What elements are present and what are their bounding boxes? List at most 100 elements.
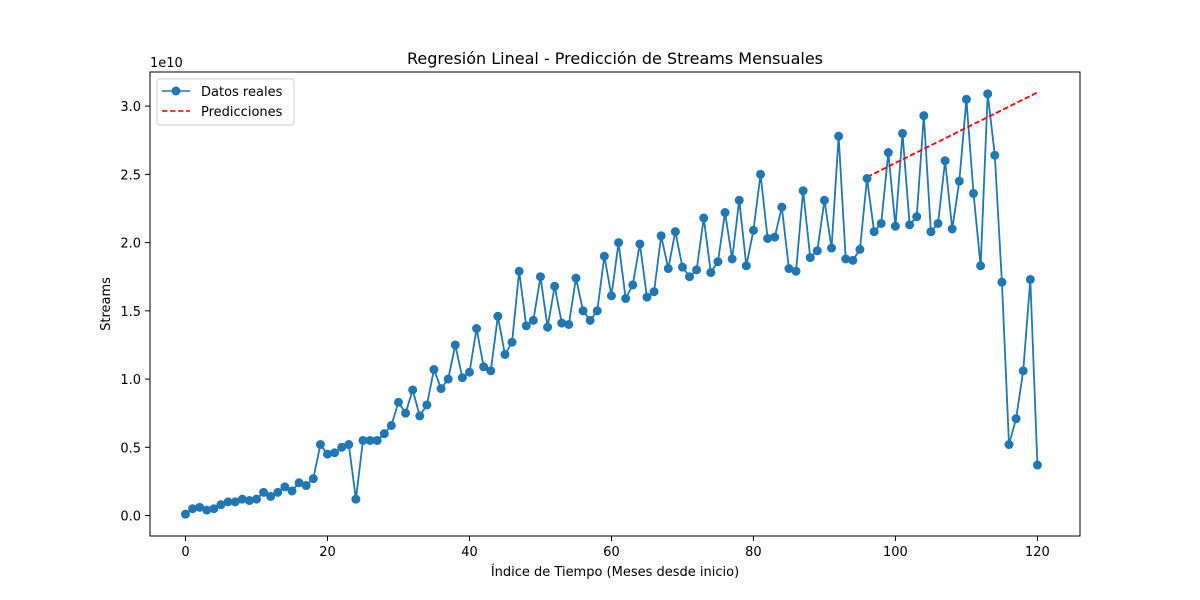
x-tick-label: 100 — [883, 545, 908, 560]
data-point — [876, 218, 886, 228]
data-point — [535, 272, 545, 282]
data-point — [606, 291, 616, 301]
data-point — [486, 366, 496, 376]
data-point — [337, 442, 347, 452]
data-point — [315, 440, 325, 450]
data-point — [692, 265, 702, 275]
data-point — [216, 500, 226, 510]
data-point — [1004, 440, 1014, 450]
y-tick-label: 3.0 — [120, 100, 141, 115]
data-point — [436, 384, 446, 394]
y-axis: 0.0 0.5 1.0 1.5 2.0 2.5 3.0 — [120, 100, 150, 525]
data-point — [344, 440, 354, 450]
x-tick-label: 20 — [319, 545, 336, 560]
data-point — [642, 292, 652, 302]
data-point — [351, 494, 361, 504]
data-point — [919, 111, 929, 121]
data-point — [472, 324, 482, 334]
data-point — [479, 362, 489, 372]
data-point — [287, 486, 297, 496]
data-point — [564, 319, 574, 329]
data-point — [670, 227, 680, 237]
data-point — [685, 272, 695, 282]
data-point — [848, 255, 858, 265]
data-point — [230, 497, 240, 507]
data-point — [493, 311, 503, 321]
data-point — [514, 266, 524, 276]
data-point — [393, 397, 403, 407]
plot-frame — [149, 71, 1081, 537]
data-point — [890, 221, 900, 231]
data-point — [294, 478, 304, 488]
data-point — [756, 169, 766, 179]
y-tick-label: 2.0 — [120, 237, 141, 252]
data-point — [415, 411, 425, 421]
data-point — [954, 176, 964, 186]
data-point — [862, 173, 872, 183]
data-point — [450, 340, 460, 350]
data-point — [827, 243, 837, 253]
data-point — [181, 509, 190, 519]
data-point — [401, 408, 411, 418]
x-tick-label: 120 — [1025, 545, 1050, 560]
data-point — [614, 238, 624, 248]
data-point — [798, 186, 808, 196]
data-point — [1032, 460, 1042, 470]
x-tick-label: 60 — [603, 545, 620, 560]
x-axis: 0 20 40 60 80 100 120 — [181, 536, 1050, 560]
data-point — [706, 268, 716, 278]
y-tick-label: 0.5 — [120, 441, 141, 456]
data-point — [379, 429, 389, 439]
data-point — [869, 227, 879, 237]
data-point — [763, 233, 773, 243]
data-point — [280, 482, 290, 492]
data-point — [997, 277, 1007, 287]
data-point — [656, 231, 666, 241]
data-point — [322, 449, 332, 459]
x-axis-title: Índice de Tiempo (Meses desde inicio) — [491, 564, 739, 580]
data-point — [521, 321, 531, 331]
data-point — [990, 150, 1000, 160]
data-point — [550, 281, 560, 291]
y-tick-label: 0.0 — [120, 510, 141, 525]
y-tick-label: 1.5 — [120, 305, 141, 320]
data-point — [1025, 274, 1035, 284]
data-point — [500, 349, 510, 359]
y-tick-label: 1.0 — [120, 373, 141, 388]
data-point — [727, 254, 737, 264]
data-point — [578, 306, 588, 316]
x-tick-label: 80 — [745, 545, 762, 560]
data-point — [273, 487, 283, 497]
data-point — [244, 496, 254, 506]
data-point — [1011, 414, 1021, 424]
data-point — [898, 128, 908, 138]
data-point — [599, 251, 609, 261]
data-point — [961, 94, 971, 104]
data-point — [457, 373, 467, 383]
data-point — [557, 318, 567, 328]
data-point — [365, 435, 375, 445]
data-point — [947, 224, 957, 234]
legend-label-datos-reales: Datos reales — [201, 85, 283, 100]
data-point — [408, 385, 418, 395]
data-point — [741, 261, 751, 271]
data-point — [699, 213, 709, 223]
data-point — [933, 218, 943, 228]
data-point — [976, 261, 986, 271]
data-point — [734, 195, 744, 205]
data-point — [429, 365, 439, 375]
data-point — [720, 208, 730, 218]
data-point — [649, 287, 659, 297]
data-point — [784, 264, 794, 274]
data-point — [209, 504, 219, 514]
data-point — [251, 494, 261, 504]
data-point — [628, 280, 638, 290]
x-tick-label: 0 — [181, 545, 189, 560]
data-point — [812, 246, 822, 256]
data-point — [819, 195, 829, 205]
data-point — [507, 337, 517, 347]
data-point — [195, 502, 205, 512]
data-point — [571, 273, 581, 283]
data-point — [372, 435, 382, 445]
